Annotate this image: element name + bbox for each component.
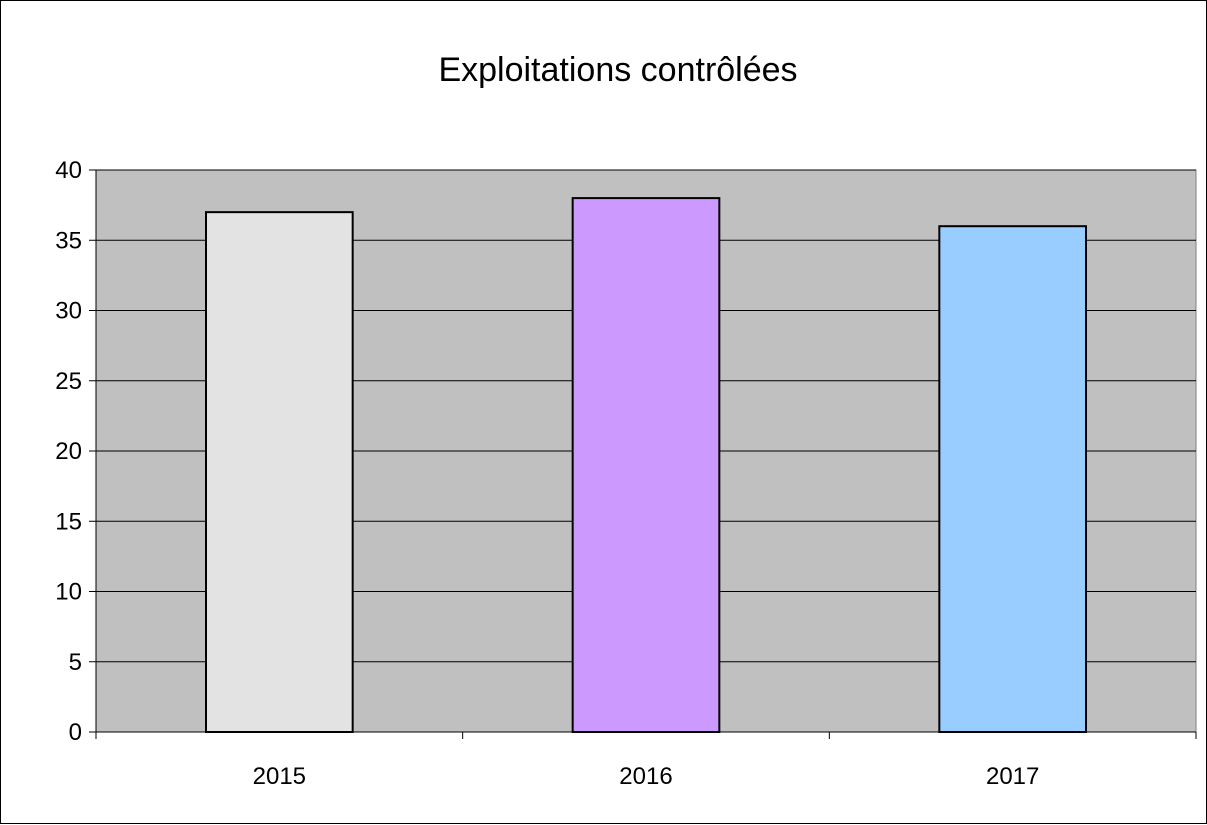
- bar-2017: [938, 225, 1087, 733]
- plot-area: 0 5 10 15 20 25 30 35 40 2015 2016 2017: [55, 157, 1197, 790]
- x-tick-label: 2015: [253, 763, 306, 790]
- y-tick-label: 20: [55, 438, 82, 465]
- x-tick-label: 2017: [986, 763, 1039, 790]
- y-tick-label: 25: [55, 368, 82, 395]
- x-tick-label: 2016: [619, 763, 672, 790]
- bar-2016: [571, 197, 721, 734]
- y-tick-label: 5: [69, 649, 82, 676]
- y-tick-label: 35: [55, 227, 82, 254]
- y-tick-label: 15: [55, 508, 82, 535]
- y-tick-label: 10: [55, 579, 82, 606]
- y-tick-label: 0: [69, 719, 82, 746]
- chart-title: Exploitations contrôlées: [438, 51, 797, 89]
- y-tick-label: 40: [55, 157, 82, 184]
- y-tick-label: 30: [55, 298, 82, 325]
- bar-2015: [205, 211, 354, 733]
